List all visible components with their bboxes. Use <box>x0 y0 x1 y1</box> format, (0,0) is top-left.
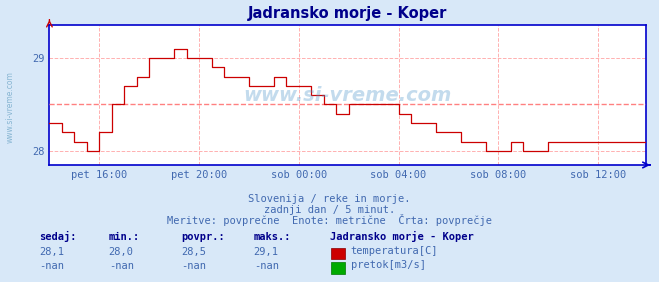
Text: Meritve: povprečne  Enote: metrične  Črta: povprečje: Meritve: povprečne Enote: metrične Črta:… <box>167 214 492 226</box>
Text: -nan: -nan <box>181 261 206 271</box>
Text: povpr.:: povpr.: <box>181 232 225 242</box>
Text: -nan: -nan <box>109 261 134 271</box>
Text: maks.:: maks.: <box>254 232 291 242</box>
Text: -nan: -nan <box>254 261 279 271</box>
Text: 28,0: 28,0 <box>109 247 134 257</box>
Text: www.si-vreme.com: www.si-vreme.com <box>5 71 14 143</box>
Text: Slovenija / reke in morje.: Slovenija / reke in morje. <box>248 194 411 204</box>
Text: www.si-vreme.com: www.si-vreme.com <box>243 86 452 105</box>
Text: min.:: min.: <box>109 232 140 242</box>
Text: temperatura[C]: temperatura[C] <box>351 246 438 256</box>
Text: 28,5: 28,5 <box>181 247 206 257</box>
Title: Jadransko morje - Koper: Jadransko morje - Koper <box>248 6 447 21</box>
Text: -nan: -nan <box>40 261 65 271</box>
Text: pretok[m3/s]: pretok[m3/s] <box>351 261 426 270</box>
Text: 29,1: 29,1 <box>254 247 279 257</box>
Text: sedaj:: sedaj: <box>40 231 77 242</box>
Text: zadnji dan / 5 minut.: zadnji dan / 5 minut. <box>264 205 395 215</box>
Text: Jadransko morje - Koper: Jadransko morje - Koper <box>330 231 473 242</box>
Text: 28,1: 28,1 <box>40 247 65 257</box>
